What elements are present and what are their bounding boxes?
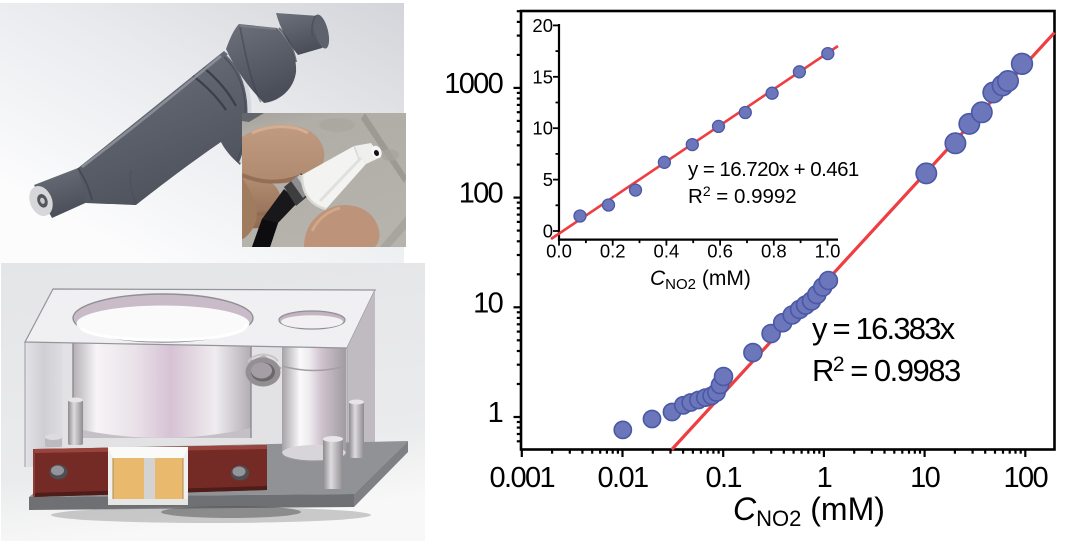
svg-text:0.8: 0.8 <box>761 241 787 262</box>
svg-text:0.0: 0.0 <box>546 241 572 262</box>
svg-text:y = 16.720x + 0.461: y = 16.720x + 0.461 <box>688 158 859 181</box>
svg-text:0.001: 0.001 <box>490 462 555 494</box>
svg-text:0.2: 0.2 <box>600 241 626 262</box>
svg-text:0.6: 0.6 <box>707 241 733 262</box>
svg-text:15: 15 <box>532 66 553 87</box>
svg-text:10: 10 <box>910 462 940 494</box>
svg-text:10: 10 <box>473 287 502 319</box>
svg-text:10: 10 <box>532 118 553 139</box>
svg-text:y = 16.383x: y = 16.383x <box>812 311 956 346</box>
svg-text:R2 = 0.9992: R2 = 0.9992 <box>688 183 797 208</box>
svg-text:R2 = 0.9983: R2 = 0.9983 <box>812 353 960 388</box>
svg-text:0: 0 <box>543 221 553 242</box>
svg-text:5: 5 <box>543 169 553 190</box>
svg-text:CNO2 (mM): CNO2 (mM) <box>650 267 751 293</box>
svg-text:100: 100 <box>1004 462 1048 494</box>
svg-text:1: 1 <box>488 397 503 429</box>
svg-text:0.01: 0.01 <box>597 462 648 494</box>
svg-text:1000: 1000 <box>444 68 502 100</box>
svg-text:20: 20 <box>532 15 553 36</box>
svg-text:0.4: 0.4 <box>654 241 680 262</box>
svg-text:1: 1 <box>817 462 832 494</box>
svg-text:0.1: 0.1 <box>705 462 741 494</box>
svg-text:1.0: 1.0 <box>815 241 841 262</box>
svg-text:100: 100 <box>459 178 503 210</box>
svg-text:CNO2 (mM): CNO2 (mM) <box>733 491 885 531</box>
